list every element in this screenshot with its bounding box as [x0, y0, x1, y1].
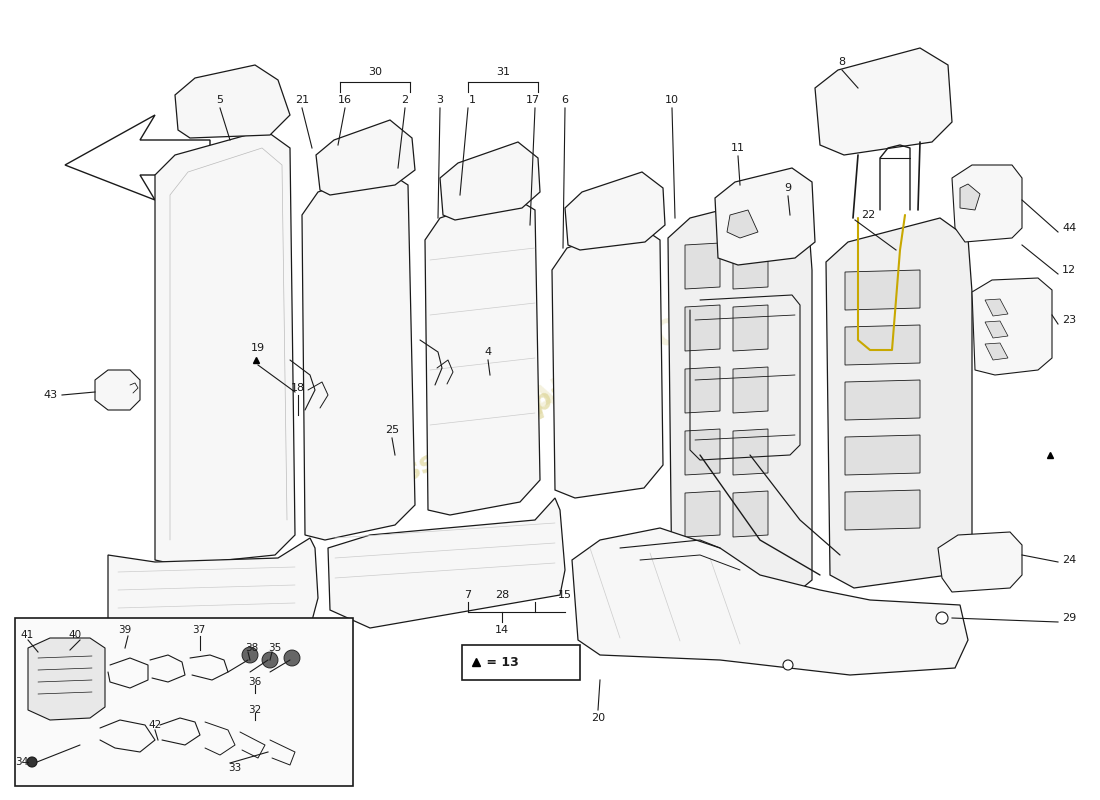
Text: 21: 21 [295, 95, 309, 105]
Polygon shape [65, 115, 210, 200]
Text: 10: 10 [666, 95, 679, 105]
Polygon shape [733, 305, 768, 351]
Text: 34: 34 [15, 757, 29, 767]
Text: 1: 1 [469, 95, 475, 105]
Polygon shape [815, 48, 952, 155]
Polygon shape [552, 225, 663, 498]
Polygon shape [685, 367, 720, 413]
Polygon shape [984, 299, 1008, 316]
Polygon shape [972, 278, 1052, 375]
Text: 33: 33 [228, 763, 241, 773]
Polygon shape [175, 65, 290, 138]
Text: 2: 2 [402, 95, 408, 105]
Text: 3: 3 [437, 95, 443, 105]
Polygon shape [572, 528, 968, 675]
Polygon shape [984, 343, 1008, 360]
Text: 37: 37 [192, 625, 206, 635]
Polygon shape [845, 325, 920, 365]
Text: 36: 36 [248, 677, 262, 687]
Polygon shape [440, 142, 540, 220]
Text: 23: 23 [1062, 315, 1076, 325]
Circle shape [28, 757, 37, 767]
Polygon shape [28, 638, 105, 720]
Text: 8: 8 [838, 57, 846, 67]
Polygon shape [685, 305, 720, 351]
Polygon shape [845, 380, 920, 420]
Text: 41: 41 [20, 630, 33, 640]
Text: 42: 42 [148, 720, 162, 730]
Text: 29: 29 [1062, 613, 1076, 623]
Text: 40: 40 [68, 630, 81, 640]
Text: 32: 32 [248, 705, 262, 715]
Text: 5: 5 [217, 95, 223, 105]
Polygon shape [727, 210, 758, 238]
Polygon shape [733, 491, 768, 537]
Text: 24: 24 [1062, 555, 1076, 565]
Polygon shape [733, 429, 768, 475]
Polygon shape [155, 130, 295, 565]
Polygon shape [95, 370, 140, 410]
Text: 6: 6 [561, 95, 569, 105]
Polygon shape [984, 321, 1008, 338]
Polygon shape [733, 367, 768, 413]
Text: 43: 43 [44, 390, 58, 400]
FancyBboxPatch shape [462, 645, 580, 680]
Polygon shape [826, 218, 972, 588]
Text: 14: 14 [495, 625, 509, 635]
Polygon shape [316, 120, 415, 195]
Text: 17: 17 [526, 95, 540, 105]
Text: 39: 39 [118, 625, 131, 635]
Text: 25: 25 [385, 425, 399, 435]
Text: 9: 9 [784, 183, 792, 193]
Polygon shape [845, 435, 920, 475]
Polygon shape [845, 270, 920, 310]
Polygon shape [565, 172, 666, 250]
Text: 38: 38 [245, 643, 258, 653]
Polygon shape [685, 429, 720, 475]
Polygon shape [733, 243, 768, 289]
Text: 19: 19 [251, 343, 265, 353]
FancyBboxPatch shape [15, 618, 353, 786]
Polygon shape [425, 195, 540, 515]
Text: a passion for parts...: a passion for parts... [340, 341, 640, 519]
Circle shape [284, 650, 300, 666]
Text: 4: 4 [484, 347, 492, 357]
Text: 12: 12 [1062, 265, 1076, 275]
Polygon shape [108, 538, 318, 648]
Polygon shape [685, 491, 720, 537]
Polygon shape [328, 498, 565, 628]
Text: 28: 28 [495, 590, 509, 600]
Text: 35: 35 [268, 643, 282, 653]
Text: 11: 11 [732, 143, 745, 153]
Polygon shape [845, 490, 920, 530]
Polygon shape [668, 195, 812, 610]
Circle shape [936, 612, 948, 624]
Text: 15: 15 [558, 590, 572, 600]
Text: 18: 18 [290, 383, 305, 393]
Text: 44: 44 [1062, 223, 1076, 233]
Text: 30: 30 [368, 67, 382, 77]
Text: 20: 20 [591, 713, 605, 723]
Polygon shape [715, 168, 815, 265]
Polygon shape [938, 532, 1022, 592]
Circle shape [783, 660, 793, 670]
Polygon shape [685, 243, 720, 289]
Circle shape [242, 647, 258, 663]
Text: 31: 31 [496, 67, 510, 77]
Polygon shape [960, 184, 980, 210]
Polygon shape [302, 170, 415, 540]
Text: = 13: = 13 [482, 657, 519, 670]
Text: AUTODOC: AUTODOC [525, 298, 716, 422]
Circle shape [262, 652, 278, 668]
Text: 22: 22 [861, 210, 876, 220]
Text: 7: 7 [464, 590, 472, 600]
Text: 16: 16 [338, 95, 352, 105]
Polygon shape [952, 165, 1022, 242]
